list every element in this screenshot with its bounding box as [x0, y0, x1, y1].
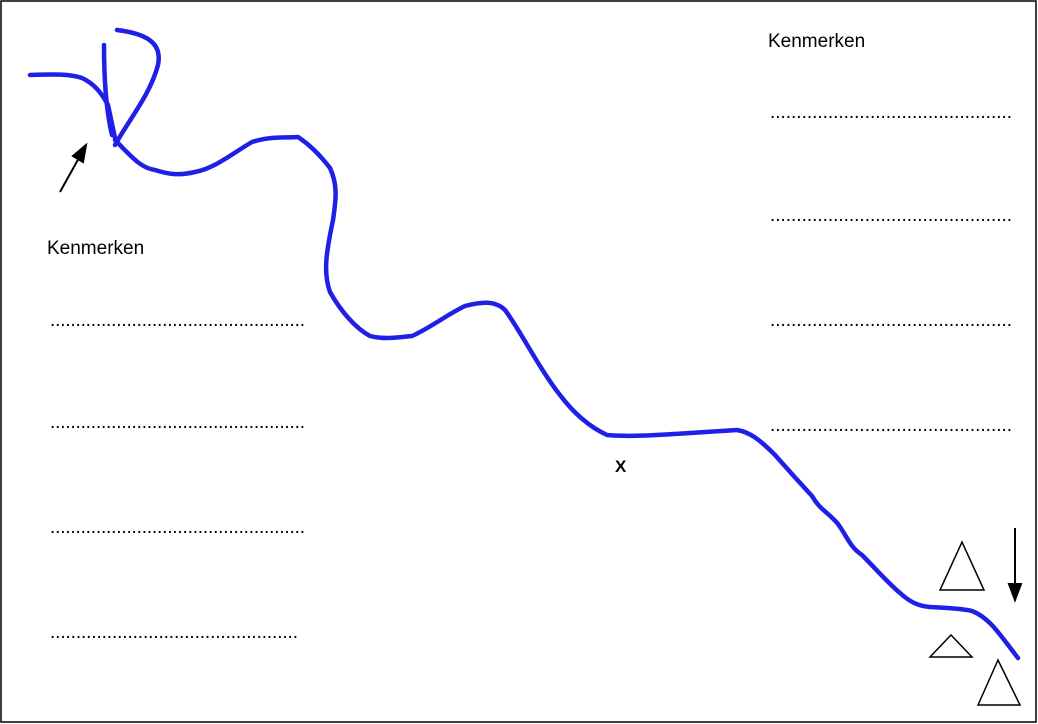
triangle	[928, 633, 974, 658]
right-heading: Kenmerken	[768, 31, 865, 52]
answer-line: ........................................…	[50, 517, 305, 538]
answer-line: ........................................…	[770, 415, 1012, 436]
marker-x: X	[615, 457, 627, 476]
answer-line: ........................................…	[770, 310, 1012, 331]
triangle	[976, 658, 1022, 706]
answer-line: ........................................…	[770, 102, 1012, 123]
arrows	[59, 142, 1023, 603]
answer-line: ........................................…	[770, 205, 1012, 226]
river	[27, 27, 1021, 661]
answer-line: ........................................…	[50, 310, 305, 331]
arrow-head	[71, 142, 88, 164]
left-heading: Kenmerken	[47, 238, 144, 259]
river-main	[112, 134, 1021, 661]
river-branch	[112, 27, 161, 148]
arrow-head	[1007, 583, 1023, 603]
triangles	[928, 540, 1022, 706]
arrow-shaft	[59, 155, 81, 193]
triangle	[938, 540, 986, 591]
answer-line: ........................................…	[50, 412, 305, 433]
river-branch	[27, 72, 118, 141]
river-branch	[101, 42, 115, 138]
answer-line: ........................................…	[50, 622, 298, 643]
